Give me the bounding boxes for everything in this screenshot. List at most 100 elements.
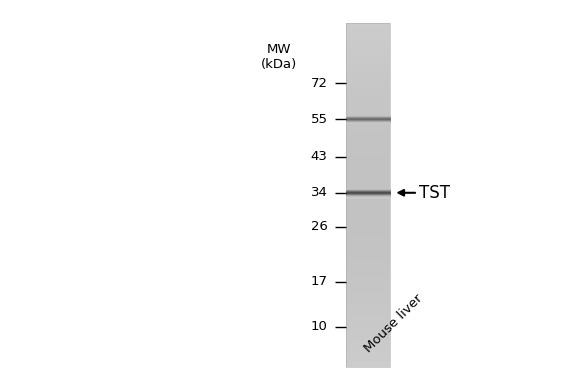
Bar <box>346 285 390 287</box>
Bar <box>346 37 390 39</box>
Bar <box>346 42 390 43</box>
Bar <box>346 111 390 112</box>
Bar <box>346 94 390 95</box>
Bar <box>346 313 390 314</box>
Bar <box>346 183 390 184</box>
Bar <box>346 29 390 31</box>
Bar <box>346 135 390 136</box>
Bar <box>346 283 390 284</box>
Bar <box>346 221 390 222</box>
Bar <box>346 360 390 361</box>
Bar <box>346 258 390 259</box>
Bar <box>346 298 390 299</box>
Bar <box>346 95 390 96</box>
Bar <box>346 127 390 128</box>
Bar <box>346 226 390 227</box>
Bar <box>346 363 390 364</box>
Bar <box>346 234 390 235</box>
Bar <box>346 364 390 366</box>
Bar <box>346 308 390 309</box>
Bar <box>346 173 390 174</box>
Bar <box>346 168 390 169</box>
Bar <box>346 246 390 248</box>
Bar <box>346 88 390 89</box>
Bar <box>346 85 390 86</box>
Bar <box>346 175 390 176</box>
Bar <box>346 118 390 119</box>
Bar <box>346 46 390 47</box>
Bar <box>346 165 390 166</box>
Bar <box>346 32 390 33</box>
Bar <box>346 208 390 209</box>
Bar <box>346 157 390 158</box>
Bar <box>346 40 390 41</box>
Bar <box>346 89 390 90</box>
Bar <box>346 301 390 302</box>
Bar <box>346 96 390 97</box>
Bar <box>346 328 390 329</box>
Bar <box>346 257 390 258</box>
Bar <box>346 211 390 212</box>
Bar <box>346 256 390 257</box>
Bar <box>346 45 390 46</box>
Bar <box>346 196 390 197</box>
Bar <box>346 39 390 40</box>
Bar <box>346 277 390 278</box>
Bar <box>346 306 390 307</box>
Bar <box>346 133 390 134</box>
Bar <box>346 302 390 304</box>
Bar <box>346 138 390 139</box>
Bar <box>346 344 390 345</box>
Bar <box>346 237 390 238</box>
Bar <box>346 245 390 246</box>
Bar <box>346 314 390 315</box>
Bar <box>346 144 390 146</box>
Bar <box>346 80 390 81</box>
Bar <box>346 243 390 244</box>
Bar <box>346 66 390 67</box>
Bar <box>346 324 390 325</box>
Bar <box>346 200 390 201</box>
Bar <box>346 346 390 347</box>
Bar <box>346 184 390 186</box>
Bar <box>346 229 390 230</box>
Bar <box>346 330 390 331</box>
Bar <box>346 238 390 239</box>
Bar <box>346 99 390 101</box>
Bar <box>346 214 390 215</box>
Bar <box>346 25 390 26</box>
Bar <box>346 57 390 58</box>
Bar <box>346 338 390 339</box>
Bar <box>346 43 390 45</box>
Bar <box>346 86 390 87</box>
Bar <box>346 336 390 337</box>
Bar <box>346 345 390 346</box>
Bar <box>346 227 390 228</box>
Bar <box>346 205 390 206</box>
Bar <box>346 48 390 49</box>
Bar <box>346 362 390 363</box>
Bar <box>346 50 390 51</box>
Bar <box>346 33 390 34</box>
Text: Mouse liver: Mouse liver <box>362 292 425 355</box>
Bar <box>346 300 390 301</box>
Bar <box>346 128 390 129</box>
Bar <box>346 179 390 180</box>
Bar <box>346 352 390 353</box>
Bar <box>346 225 390 226</box>
Bar <box>346 342 390 344</box>
Bar <box>346 353 390 354</box>
Bar <box>346 359 390 360</box>
Text: 72: 72 <box>311 77 328 90</box>
Bar <box>346 26 390 27</box>
Bar <box>346 115 390 116</box>
Bar <box>346 27 390 28</box>
Bar <box>346 244 390 245</box>
Bar <box>346 252 390 253</box>
Bar <box>346 79 390 80</box>
Bar <box>346 267 390 268</box>
Bar <box>346 41 390 42</box>
Bar <box>346 304 390 305</box>
Bar <box>346 73 390 74</box>
Bar <box>346 67 390 68</box>
